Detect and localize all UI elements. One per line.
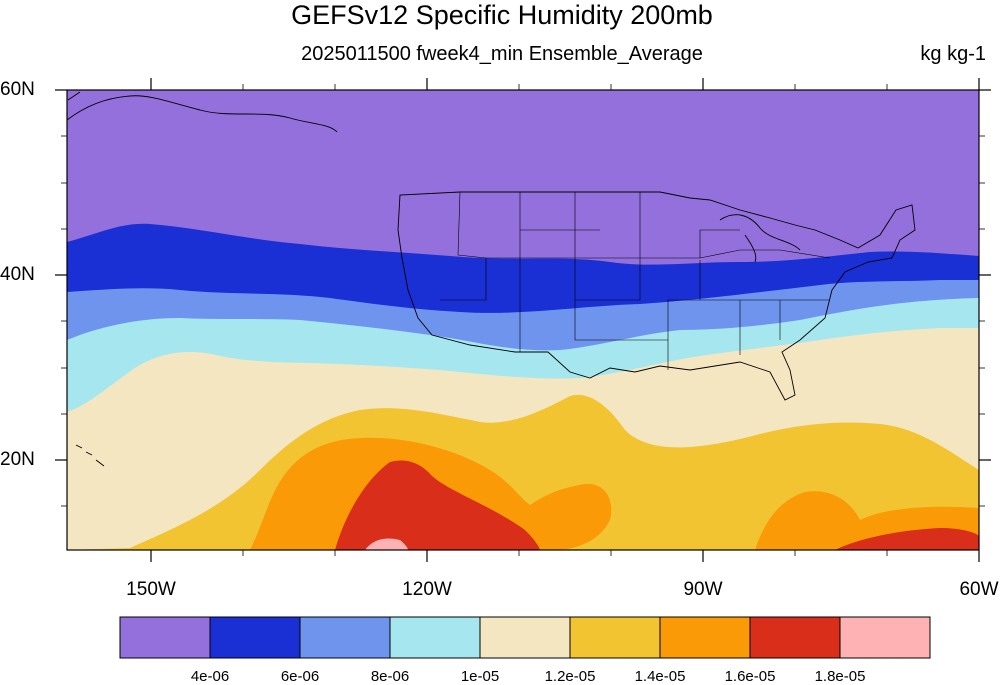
major-ticks [55,78,991,562]
colorbar-tick-label: 6e-06 [280,668,320,685]
lon-label-60w: 60W [959,579,999,600]
lon-label-90w: 90W [683,579,723,600]
colorbar-swatch [389,616,481,659]
hawaii [75,444,105,467]
colorbar-swatch [119,616,211,659]
colorbar-swatch [479,616,571,659]
colorbar-tick-label: 8e-06 [370,668,410,685]
map-subtitle: 2025011500 fweek4_min Ensemble_Average [301,43,703,65]
colorbar-tick-label: 1.8e-05 [814,668,866,685]
map-title: GEFSv12 Specific Humidity 200mb [291,0,713,30]
colorbar-tick-label: 1e-05 [460,668,500,685]
coastlines [67,91,916,467]
contour-band-max [365,538,408,550]
colorbar-tick-label: 1.2e-05 [544,668,596,685]
alaska-coast [67,91,338,133]
colorbar-tick-label: 4e-06 [190,668,230,685]
filled-contours [67,90,979,550]
great-lakes [719,214,801,263]
lat-label-20n: 20N [0,449,35,470]
colorbar-swatch [209,616,301,659]
minor-ticks [61,84,985,556]
lon-label-150w: 150W [126,579,176,600]
colorbar-swatch [839,616,931,659]
contour-band-1.8e-05-east [835,528,979,550]
units-label: kg kg-1 [920,43,986,65]
colorbar-tick-label: 1.6e-05 [724,668,776,685]
contour-band-1.8e-05 [335,460,540,550]
colorbar-swatch [299,616,391,659]
lat-label-60n: 60N [0,79,35,100]
lat-label-40n: 40N [0,264,35,285]
colorbar-tick-label: 1.4e-05 [634,668,686,685]
colorbar [119,616,931,659]
us-outline [397,191,916,401]
plot-frame [66,89,980,551]
colorbar-swatch [659,616,751,659]
state-lines [440,191,831,370]
colorbar-swatch [749,616,841,659]
colorbar-swatch [569,616,661,659]
lon-label-120w: 120W [402,579,452,600]
